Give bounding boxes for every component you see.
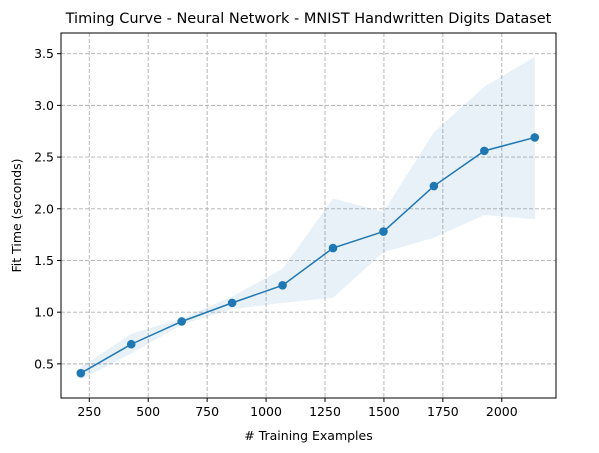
y-tick-label: 2.0	[34, 201, 54, 216]
x-tick-label: 250	[77, 404, 101, 419]
series-layer	[76, 133, 540, 378]
data-point	[278, 280, 287, 290]
y-tick-label: 3.5	[34, 46, 54, 61]
x-tick-label: 1750	[427, 404, 459, 419]
grid	[61, 33, 556, 398]
x-tick-label: 1000	[250, 404, 282, 419]
data-point	[177, 317, 186, 326]
data-point	[379, 227, 388, 236]
y-ticks: 0.5 1.0 1.5 2.0 2.5 3.0 3.5	[34, 46, 61, 371]
data-point	[227, 298, 237, 308]
x-axis-label: # Training Examples	[244, 428, 373, 443]
y-tick-label: 3.0	[34, 98, 54, 113]
series-line	[80, 136, 535, 374]
y-tick-label: 2.5	[34, 150, 54, 165]
x-tick-label: 1500	[368, 404, 400, 419]
data-point	[76, 368, 86, 378]
data-point	[328, 243, 338, 253]
y-tick-label: 0.5	[34, 356, 54, 371]
x-ticks: 250 500 750 1000 1250 1500 1750 2000	[77, 398, 518, 419]
x-tick-label: 2000	[486, 404, 518, 419]
y-tick-label: 1.0	[34, 305, 54, 320]
data-point	[530, 133, 540, 142]
data-point	[126, 339, 136, 349]
y-tick-label: 1.5	[34, 253, 54, 268]
data-point	[429, 181, 439, 191]
chart-title: Timing Curve - Neural Network - MNIST Ha…	[65, 11, 552, 27]
x-tick-label: 500	[136, 404, 160, 419]
y-axis-label: Fit Time (seconds)	[9, 158, 24, 272]
plot-frame	[60, 32, 557, 399]
x-tick-label: 750	[195, 404, 219, 419]
x-tick-label: 1250	[309, 404, 341, 419]
data-point	[480, 146, 489, 156]
